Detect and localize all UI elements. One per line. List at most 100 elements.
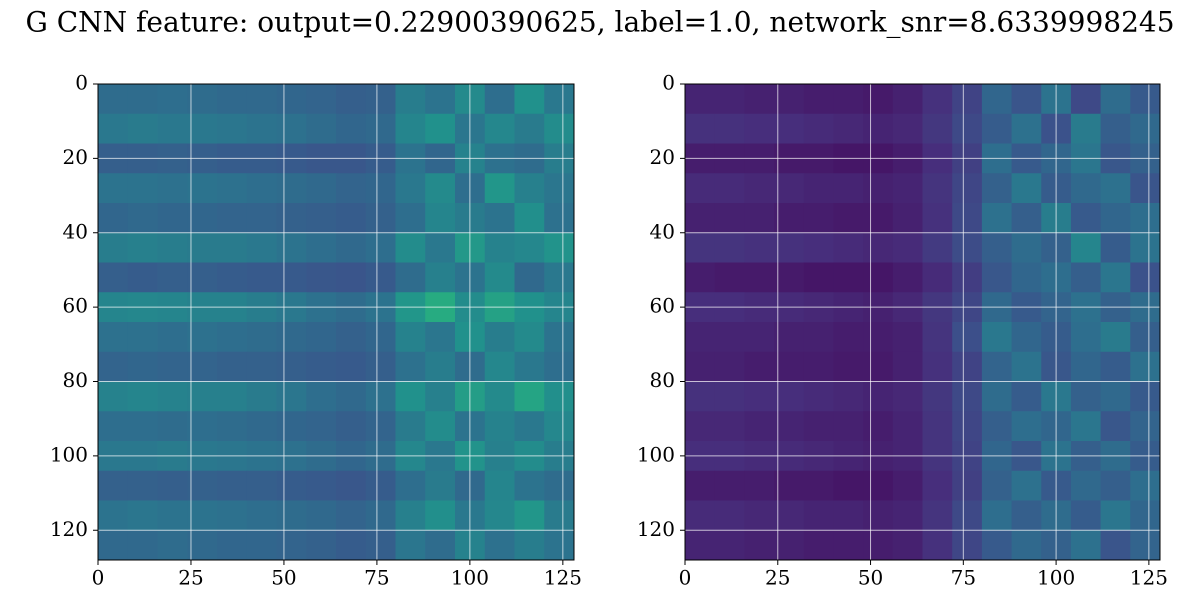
heatmap-cell <box>863 84 894 115</box>
heatmap-cell <box>685 322 716 353</box>
heatmap-cell <box>246 173 277 204</box>
heatmap-cell <box>922 203 953 234</box>
heatmap-cell <box>544 322 575 353</box>
heatmap-cell <box>484 203 515 234</box>
heatmap-cell <box>685 84 716 115</box>
heatmap-cell <box>187 470 218 501</box>
heatmap-cell <box>484 173 515 204</box>
heatmap-cell <box>276 530 307 561</box>
heatmap-cell <box>1011 84 1042 115</box>
heatmap-cell <box>714 203 745 234</box>
heatmap-cell <box>217 530 248 561</box>
heatmap-cell <box>774 232 805 263</box>
heatmap-cell <box>336 500 367 531</box>
heatmap-cell <box>803 351 834 382</box>
heatmap-cell <box>863 470 894 501</box>
heatmap-cell <box>1070 232 1102 263</box>
heatmap-cell <box>98 500 129 531</box>
heatmap-cell <box>336 322 367 353</box>
heatmap-cell <box>98 173 129 204</box>
y-tick-label: 20 <box>650 145 675 169</box>
heatmap-cell <box>863 232 894 263</box>
heatmap-cell <box>1100 381 1131 412</box>
heatmap-cell <box>544 351 575 382</box>
heatmap-cell <box>217 381 248 412</box>
heatmap-cell <box>952 262 983 293</box>
heatmap-cell <box>744 411 775 442</box>
heatmap-cell <box>981 411 1013 442</box>
heatmap-cell <box>127 351 158 382</box>
heatmap-cell <box>544 203 575 234</box>
heatmap-cell <box>833 113 864 144</box>
heatmap-cell <box>544 381 575 412</box>
heatmap-cell <box>892 173 923 204</box>
heatmap-cell <box>365 84 396 115</box>
heatmap-cell <box>306 530 337 561</box>
heatmap-cell <box>395 322 426 353</box>
heatmap-cell <box>833 411 864 442</box>
heatmap-cell <box>774 381 805 412</box>
heatmap-cell <box>1100 113 1131 144</box>
x-tick-label: 100 <box>1037 566 1075 590</box>
heatmap-cell <box>833 351 864 382</box>
heatmap-cell <box>246 262 277 293</box>
heatmap-cell <box>425 470 456 501</box>
heatmap-cell <box>1130 322 1161 353</box>
heatmap-cell <box>714 381 745 412</box>
heatmap-cell <box>1130 500 1161 531</box>
heatmap-cell <box>127 113 158 144</box>
heatmap-cell <box>127 262 158 293</box>
y-tick-label: 80 <box>650 368 675 392</box>
heatmap-cell <box>395 381 426 412</box>
heatmap-cell <box>127 530 158 561</box>
heatmap-cell <box>336 381 367 412</box>
heatmap-cell <box>803 203 834 234</box>
heatmap-cell <box>833 381 864 412</box>
heatmap-cell <box>246 411 277 442</box>
heatmap-cell <box>425 351 456 382</box>
heatmap-cell <box>981 500 1013 531</box>
heatmap-cell <box>952 530 983 561</box>
heatmap-cell <box>1130 203 1161 234</box>
heatmap-cell <box>892 232 923 263</box>
heatmap-cell <box>246 381 277 412</box>
heatmap-cell <box>1070 500 1102 531</box>
heatmap-cell <box>484 351 515 382</box>
heatmap-cell <box>892 470 923 501</box>
heatmap-cell <box>276 411 307 442</box>
heatmap-cell <box>484 411 515 442</box>
heatmap-cell <box>395 173 426 204</box>
heatmap-cell <box>246 322 277 353</box>
heatmap-cell <box>952 381 983 412</box>
heatmap-cell <box>1070 203 1102 234</box>
heatmap-cell <box>157 530 188 561</box>
heatmap-cell <box>981 203 1013 234</box>
heatmap-cell <box>187 381 218 412</box>
heatmap-cell <box>484 322 515 353</box>
heatmap-cell <box>425 530 456 561</box>
heatmap-cell <box>187 173 218 204</box>
heatmap-cell <box>514 470 545 501</box>
heatmap-cell <box>365 411 396 442</box>
heatmap-cell <box>187 411 218 442</box>
heatmap-cell <box>1130 113 1161 144</box>
heatmap-cell <box>1070 173 1102 204</box>
heatmap-cell <box>744 500 775 531</box>
heatmap-cell <box>714 530 745 561</box>
heatmap-cell <box>514 500 545 531</box>
heatmap-cell <box>127 84 158 115</box>
heatmap-cell <box>425 232 456 263</box>
y-tick-label: 40 <box>63 219 88 243</box>
heatmap-cell <box>803 411 834 442</box>
heatmap-cell <box>276 500 307 531</box>
heatmap-cell <box>514 173 545 204</box>
heatmap-cell <box>1130 411 1161 442</box>
heatmap-cell <box>952 411 983 442</box>
heatmap-cell <box>425 381 456 412</box>
heatmap-cell <box>803 500 834 531</box>
heatmap-cell <box>276 351 307 382</box>
heatmap-cell <box>306 232 337 263</box>
heatmap-cell <box>217 84 248 115</box>
heatmap-cell <box>98 113 129 144</box>
heatmap-cell <box>514 530 545 561</box>
